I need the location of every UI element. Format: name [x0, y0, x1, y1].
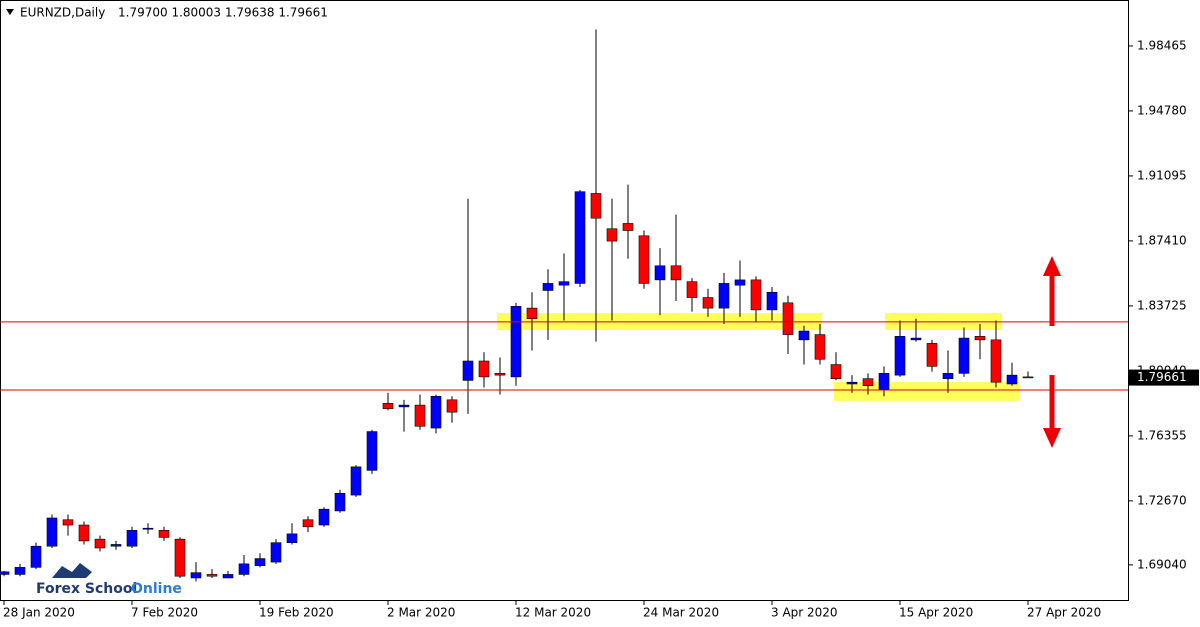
candle-body — [558, 281, 570, 286]
candle-body — [190, 572, 202, 579]
candle-body — [158, 530, 170, 538]
candle-body — [30, 545, 42, 568]
zone — [834, 382, 1020, 401]
candle-body — [110, 544, 122, 547]
candle-body — [974, 336, 986, 341]
candle-body — [414, 404, 426, 427]
candle-body — [494, 373, 506, 376]
candle-body — [686, 281, 698, 298]
candle-body — [862, 378, 874, 387]
x-tick-label: 7 Feb 2020 — [131, 606, 198, 620]
x-tick-label: 27 Apr 2020 — [1027, 606, 1101, 620]
candle-body — [382, 403, 394, 409]
candle-body — [174, 538, 186, 577]
candle-body — [350, 466, 362, 496]
x-tick-label: 28 Jan 2020 — [3, 606, 75, 620]
candle-body — [526, 307, 538, 319]
candle-body — [222, 574, 234, 579]
candle-body — [750, 279, 762, 311]
candle-body — [926, 343, 938, 367]
candle-body — [478, 360, 490, 378]
candle-body — [462, 360, 474, 381]
candle-body — [302, 519, 314, 528]
candle-body — [718, 283, 730, 309]
candle-body — [254, 558, 266, 566]
x-tick-label: 15 Apr 2020 — [899, 606, 973, 620]
candle-body — [318, 508, 330, 526]
y-tick-label: 1.76355 — [1137, 428, 1187, 442]
candle-body — [590, 193, 602, 219]
candle-body — [206, 574, 218, 577]
logo: Forex School Online — [36, 563, 182, 597]
y-tick-label: 1.72670 — [1137, 493, 1187, 507]
candle-body — [78, 524, 90, 542]
x-tick-label: 19 Feb 2020 — [259, 606, 334, 620]
menu-triangle[interactable] — [6, 9, 14, 15]
chart-title: EURNZD,Daily — [20, 6, 105, 20]
candle-body — [830, 364, 842, 379]
candle-body — [238, 563, 250, 575]
y-tick-label: 1.94780 — [1137, 103, 1187, 117]
candle-body — [126, 530, 138, 547]
candle-body — [846, 381, 858, 385]
candle-body — [510, 306, 522, 378]
candle-body — [894, 336, 906, 376]
logo-text: Online — [131, 581, 182, 597]
y-tick-label: 1.91095 — [1137, 168, 1187, 182]
candle-body — [270, 542, 282, 563]
x-tick-label: 2 Mar 2020 — [387, 606, 455, 620]
candle-body — [574, 191, 586, 284]
y-tick-label: 1.69040 — [1137, 557, 1187, 571]
x-tick-label: 12 Mar 2020 — [515, 606, 591, 620]
candle-body — [878, 373, 890, 390]
arrow-down — [1043, 375, 1061, 448]
candle-body — [142, 527, 154, 530]
price-label: 1.79661 — [1137, 370, 1187, 384]
candle-body — [14, 567, 26, 575]
candle-body — [94, 538, 106, 549]
candle-body — [1006, 374, 1018, 385]
y-tick-label: 1.87410 — [1137, 233, 1187, 247]
candle-body — [46, 517, 58, 547]
y-tick-label: 1.98465 — [1137, 38, 1187, 52]
candle-body — [446, 399, 458, 413]
candle-body — [286, 533, 298, 543]
candle-body — [958, 337, 970, 374]
logo-text: Forex School — [36, 581, 137, 597]
candle-body — [398, 404, 410, 408]
candle-body — [734, 279, 746, 286]
y-tick-label: 1.83725 — [1137, 298, 1187, 312]
arrow-up — [1043, 256, 1061, 326]
ohlc-text: 1.79700 1.80003 1.79638 1.79661 — [118, 6, 328, 20]
candle-body — [638, 235, 650, 284]
x-tick-label: 24 Mar 2020 — [643, 606, 719, 620]
candle-body — [606, 228, 618, 242]
candle-body — [910, 337, 922, 341]
candle-body — [334, 492, 346, 512]
candle-body — [542, 283, 554, 291]
candle-body — [0, 571, 10, 575]
candle-body — [782, 302, 794, 335]
candle-body — [622, 223, 634, 231]
candle-body — [766, 291, 778, 311]
candle-body — [1022, 376, 1034, 379]
price-label-bg — [1129, 369, 1199, 386]
candle-body — [366, 431, 378, 471]
candle-body — [62, 519, 74, 526]
candle-body — [814, 334, 826, 360]
candle-body — [702, 297, 714, 309]
x-tick-label: 3 Apr 2020 — [771, 606, 838, 620]
candle-body — [942, 373, 954, 379]
candle-body — [654, 265, 666, 281]
candle-body — [430, 395, 442, 429]
candle-body — [670, 265, 682, 281]
candle-body — [990, 339, 1002, 383]
candle-body — [798, 330, 810, 341]
